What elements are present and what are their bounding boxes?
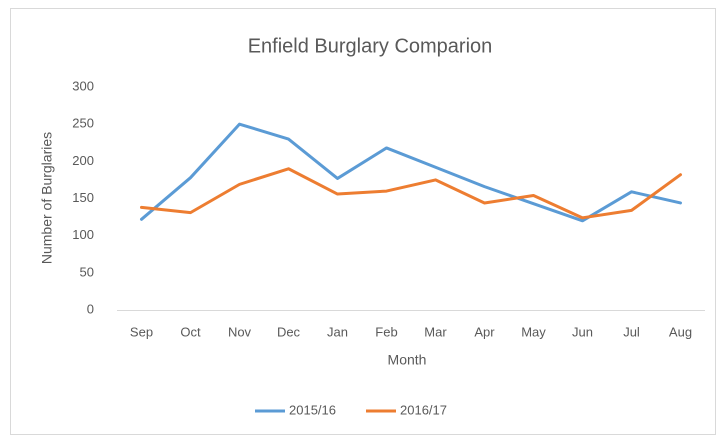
legend-label: 2015/16 xyxy=(289,402,336,417)
legend-label: 2016/17 xyxy=(400,402,447,417)
x-tick-label: Oct xyxy=(180,324,201,339)
x-tick-label: Aug xyxy=(669,324,692,339)
y-tick-label: 0 xyxy=(87,301,94,316)
x-tick-label: Jul xyxy=(623,324,640,339)
x-tick-label: Mar xyxy=(424,324,447,339)
chart-title: Enfield Burglary Comparion xyxy=(248,35,493,57)
x-tick-label: Apr xyxy=(474,324,495,339)
x-axis-title: Month xyxy=(388,352,427,368)
y-tick-label: 300 xyxy=(72,78,94,93)
chart-frame xyxy=(10,8,716,435)
y-tick-label: 100 xyxy=(72,227,94,242)
x-tick-label: Jun xyxy=(572,324,593,339)
x-tick-label: Nov xyxy=(228,324,252,339)
x-tick-label: Feb xyxy=(375,324,397,339)
x-tick-label: Sep xyxy=(130,324,153,339)
y-tick-label: 200 xyxy=(72,153,94,168)
x-tick-label: May xyxy=(521,324,546,339)
x-tick-label: Dec xyxy=(277,324,301,339)
x-tick-label: Jan xyxy=(327,324,348,339)
y-tick-label: 50 xyxy=(80,264,94,279)
y-tick-label: 250 xyxy=(72,116,94,131)
series-line xyxy=(140,167,682,220)
y-axis-title: Number of Burglaries xyxy=(39,132,55,264)
y-tick-label: 150 xyxy=(72,190,94,205)
